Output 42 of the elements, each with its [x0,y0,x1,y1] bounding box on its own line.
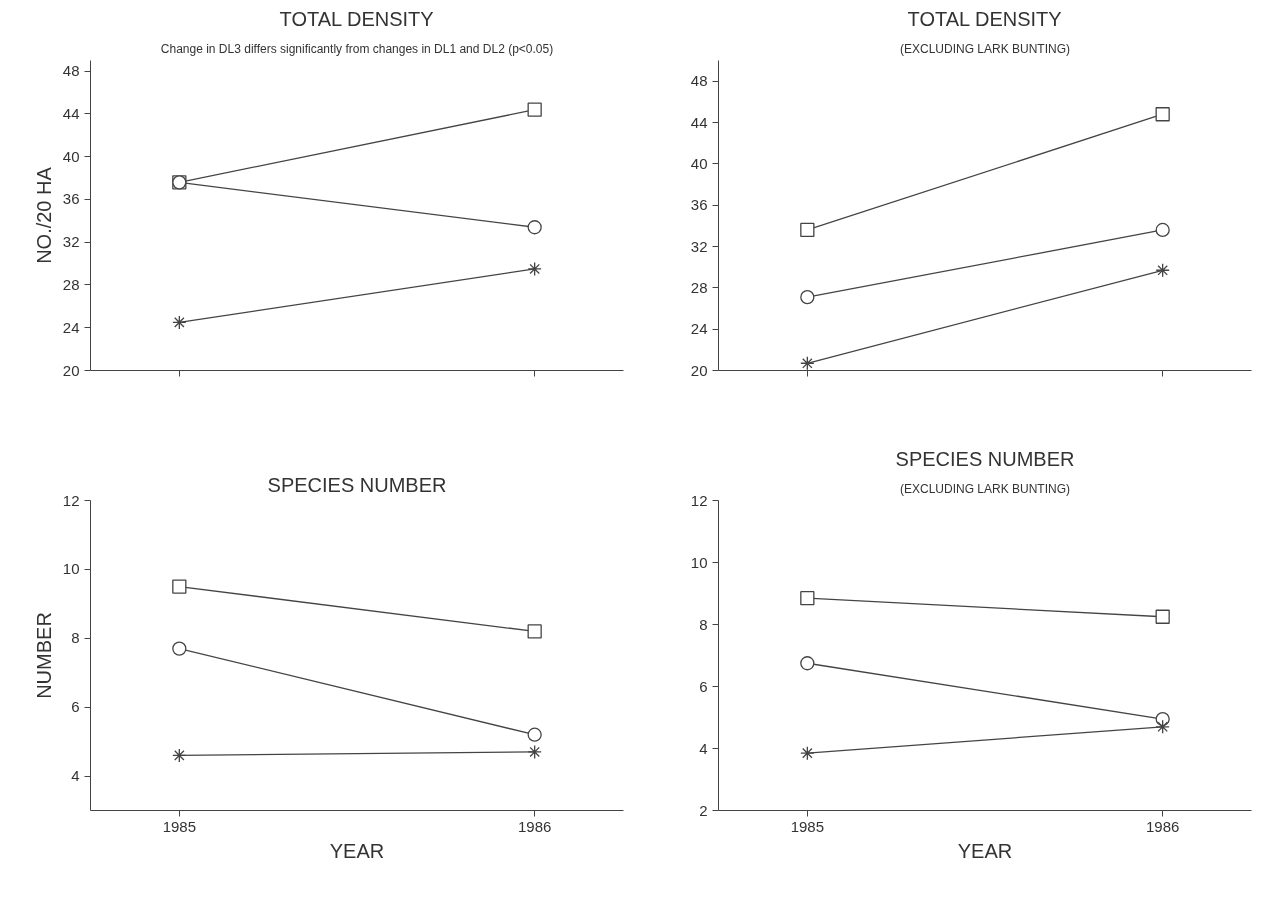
chart-subtitle: (EXCLUDING LARK BUNTING) [899,41,1071,56]
y-tick-label: 40 [690,154,708,172]
y-tick-label: 12 [62,491,80,509]
y-tick-label: 24 [62,318,80,336]
y-tick-label: 36 [690,196,708,214]
y-axis-title: NO./20 HA [32,166,55,264]
y-tick-label: 32 [62,233,80,251]
y-tick-label: 32 [690,237,708,255]
y-tick-label: 10 [62,560,80,578]
y-tick-label: 20 [62,361,80,379]
x-tick-label: 1986 [517,817,552,835]
y-tick-label: 48 [690,72,708,90]
y-tick-label: 40 [62,147,80,165]
y-tick-label: 6 [699,677,708,695]
text: Change in DL3 differs significantly from changes in DL1 and DL2 (p<0.05) [160,41,554,56]
y-tick-label: 6 [71,698,80,716]
chart-subtitle: (EXCLUDING LARK BUNTING) [899,481,1071,496]
y-tick-label: 2 [699,801,708,819]
y-axis-title: NUMBER [32,612,55,699]
y-tick-label: 28 [690,278,708,296]
y-tick-label: 8 [71,629,80,647]
y-tick-label: 44 [62,104,80,122]
y-tick-label: 4 [699,739,708,757]
y-tick-label: 28 [62,275,80,293]
chart-title: TOTAL DENSITY [907,7,1062,30]
x-axis-title: YEAR [957,839,1013,862]
y-tick-label: 48 [62,62,80,80]
y-tick-label: 20 [690,361,708,379]
y-tick-label: 8 [699,615,708,633]
y-tick-label: 24 [690,320,708,338]
chart-title: SPECIES NUMBER [267,473,447,496]
x-tick-label: 1985 [162,817,197,835]
y-tick-label: 36 [62,190,80,208]
x-axis-title: YEAR [329,839,385,862]
x-tick-label: 1986 [1145,817,1180,835]
y-tick-label: 12 [690,491,708,509]
y-tick-label: 10 [690,553,708,571]
x-tick-label: 1985 [790,817,825,835]
y-tick-label: 44 [690,113,708,131]
y-tick-label: 4 [71,767,80,785]
chart-title: SPECIES NUMBER [895,447,1075,470]
chart-title: TOTAL DENSITY [279,7,434,30]
